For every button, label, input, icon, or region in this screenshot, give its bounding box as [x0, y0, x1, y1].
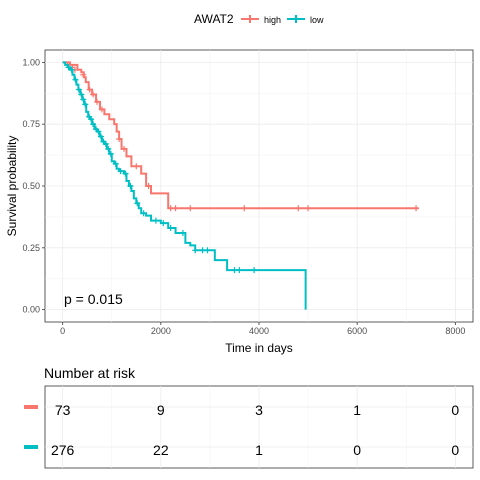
censor-mark-high [116, 136, 123, 143]
risk-cell: 9 [157, 402, 165, 418]
risk-cell: 3 [255, 402, 263, 418]
censor-mark-low [140, 210, 147, 217]
censor-mark-low [95, 128, 102, 135]
y-tick-label: 1.00 [22, 57, 40, 67]
censor-mark-high [305, 205, 312, 212]
censor-mark-high [90, 91, 97, 98]
censor-mark-low [97, 133, 104, 140]
risk-row-key-high [24, 405, 38, 409]
legend-label-low: low [310, 15, 324, 25]
x-axis-title: Time in days [225, 341, 293, 355]
censor-mark-high [172, 205, 179, 212]
p-value-annotation: p = 0.015 [64, 291, 123, 307]
censor-mark-low [80, 96, 87, 103]
x-tick-label: 6000 [347, 326, 367, 336]
censor-mark-high [241, 205, 248, 212]
censor-mark-low [122, 170, 129, 177]
y-tick-label: 0.00 [22, 305, 40, 315]
x-tick-label: 4000 [249, 326, 269, 336]
censor-mark-high [80, 71, 87, 78]
censor-mark-low [112, 160, 119, 167]
x-tick-label: 0 [60, 326, 65, 336]
censor-mark-low [68, 66, 75, 73]
censor-mark-low [82, 101, 89, 108]
censor-mark-low [152, 217, 159, 224]
censor-mark-high [295, 205, 302, 212]
censor-mark-low [72, 76, 79, 83]
censor-mark-low [236, 267, 243, 274]
y-tick-label: 0.25 [22, 243, 40, 253]
risk-cell: 276 [51, 442, 75, 458]
legend-title: AWAT2 [194, 12, 234, 26]
axis-ticks: 0 2000 4000 6000 8000 0.00 0.25 0.50 0.75 1.00 [22, 57, 465, 336]
risk-table-title: Number at risk [44, 365, 136, 381]
censor-mark-low [167, 225, 174, 232]
risk-cell: 0 [451, 442, 459, 458]
legend: AWAT2 high low [194, 12, 324, 26]
legend-entry-low: low [287, 15, 324, 25]
y-tick-label: 0.50 [22, 181, 40, 191]
censor-mark-low [105, 145, 112, 152]
censor-mark-high [145, 183, 152, 189]
x-tick-label: 8000 [445, 326, 465, 336]
x-tick-label: 2000 [151, 326, 171, 336]
censor-mark-low [160, 220, 167, 227]
censor-mark-high [86, 86, 93, 93]
censor-mark-low [134, 200, 141, 207]
survival-curves [62, 61, 420, 310]
y-tick-label: 0.75 [22, 119, 40, 129]
censor-mark-high [187, 205, 194, 212]
censor-mark-low [179, 229, 186, 236]
censor-mark-high [98, 106, 105, 113]
censor-mark-low [88, 116, 95, 123]
risk-table: Number at risk 73 9 3 1 0 276 22 1 0 0 [24, 365, 474, 469]
risk-cell: 0 [353, 442, 361, 458]
censor-mark-low [127, 183, 134, 189]
risk-table-cells: 73 9 3 1 0 276 22 1 0 0 [51, 402, 459, 458]
censor-mark-high [133, 163, 140, 170]
censor-mark-low [102, 140, 109, 147]
y-axis-title: Survival probability [5, 136, 19, 237]
censor-mark-low [117, 168, 124, 175]
risk-cell: 1 [255, 442, 263, 458]
censor-mark-low [251, 267, 258, 274]
censor-mark-low [192, 247, 199, 254]
risk-table-grid [45, 386, 473, 468]
legend-label-high: high [264, 15, 281, 25]
risk-row-key-low [24, 445, 38, 449]
censor-mark-low [107, 150, 114, 157]
censor-mark-high [121, 145, 128, 152]
plot-area: 0 2000 4000 6000 8000 0.00 0.25 0.50 0.75 1.00 p … [22, 49, 474, 336]
risk-cell: 1 [353, 402, 361, 418]
censor-mark-low [78, 91, 85, 98]
censor-mark-low [204, 247, 211, 254]
risk-cell: 22 [153, 442, 169, 458]
censor-mark-low [75, 86, 82, 93]
censor-mark-high [413, 205, 420, 212]
risk-cell: 73 [55, 402, 71, 418]
censor-mark-low [90, 121, 97, 128]
censor-mark-high [94, 98, 101, 105]
risk-cell: 0 [451, 402, 459, 418]
legend-entry-high: high [241, 15, 281, 25]
